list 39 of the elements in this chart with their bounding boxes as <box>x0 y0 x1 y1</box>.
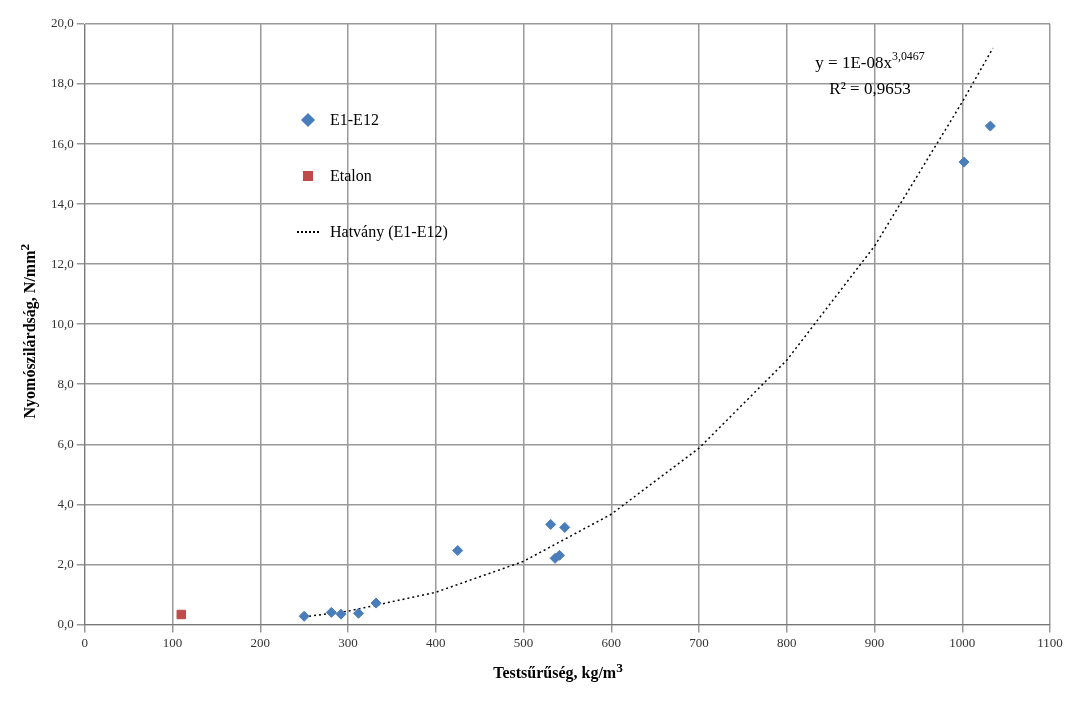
y-tick-label: 4,0 <box>57 495 74 511</box>
x-tick-label: 400 <box>426 634 446 650</box>
point <box>176 609 187 620</box>
point <box>545 518 557 530</box>
y-tick-label: 16,0 <box>51 135 74 151</box>
y-tick-label: 2,0 <box>57 555 74 571</box>
y-tick-label: 20,0 <box>51 15 74 31</box>
x-tick-label: 800 <box>777 634 797 650</box>
x-tick-label: 1000 <box>949 634 976 650</box>
x-tick-label: 500 <box>513 634 534 650</box>
x-tick-label: 1100 <box>1037 634 1063 650</box>
y-tick-label: 14,0 <box>51 195 74 211</box>
x-tick-label: 200 <box>250 634 270 650</box>
y-tick-label: 18,0 <box>51 75 74 91</box>
point <box>452 545 464 557</box>
point <box>984 120 996 132</box>
y-tick-label: 6,0 <box>57 435 74 451</box>
annotation: R² = 0,9653 <box>829 79 911 99</box>
x-axis-title: Testsűrűség, kg/m$^{3}$ <box>492 660 624 683</box>
legend-label: E1-E12 <box>330 111 379 129</box>
point <box>353 607 365 619</box>
point <box>335 608 347 620</box>
point <box>298 610 310 622</box>
legend-label: Etalon <box>330 167 372 185</box>
x-tick-label: 600 <box>601 634 621 650</box>
point <box>325 606 337 618</box>
point <box>370 597 382 609</box>
x-tick-label: 900 <box>864 634 885 650</box>
y-tick-label: 12,0 <box>51 255 74 271</box>
y-tick-label: 8,0 <box>57 375 74 391</box>
x-tick-label: 100 <box>162 634 183 650</box>
point <box>958 156 970 168</box>
y-tick-label: 0,0 <box>57 615 74 631</box>
y-tick-label: 10,0 <box>51 315 74 331</box>
point <box>559 521 571 533</box>
x-tick-label: 0 <box>81 634 88 650</box>
x-tick-label: 300 <box>338 634 358 650</box>
x-tick-label: 700 <box>689 634 709 650</box>
legend-label: Hatvány (E1-E12) <box>330 223 448 241</box>
